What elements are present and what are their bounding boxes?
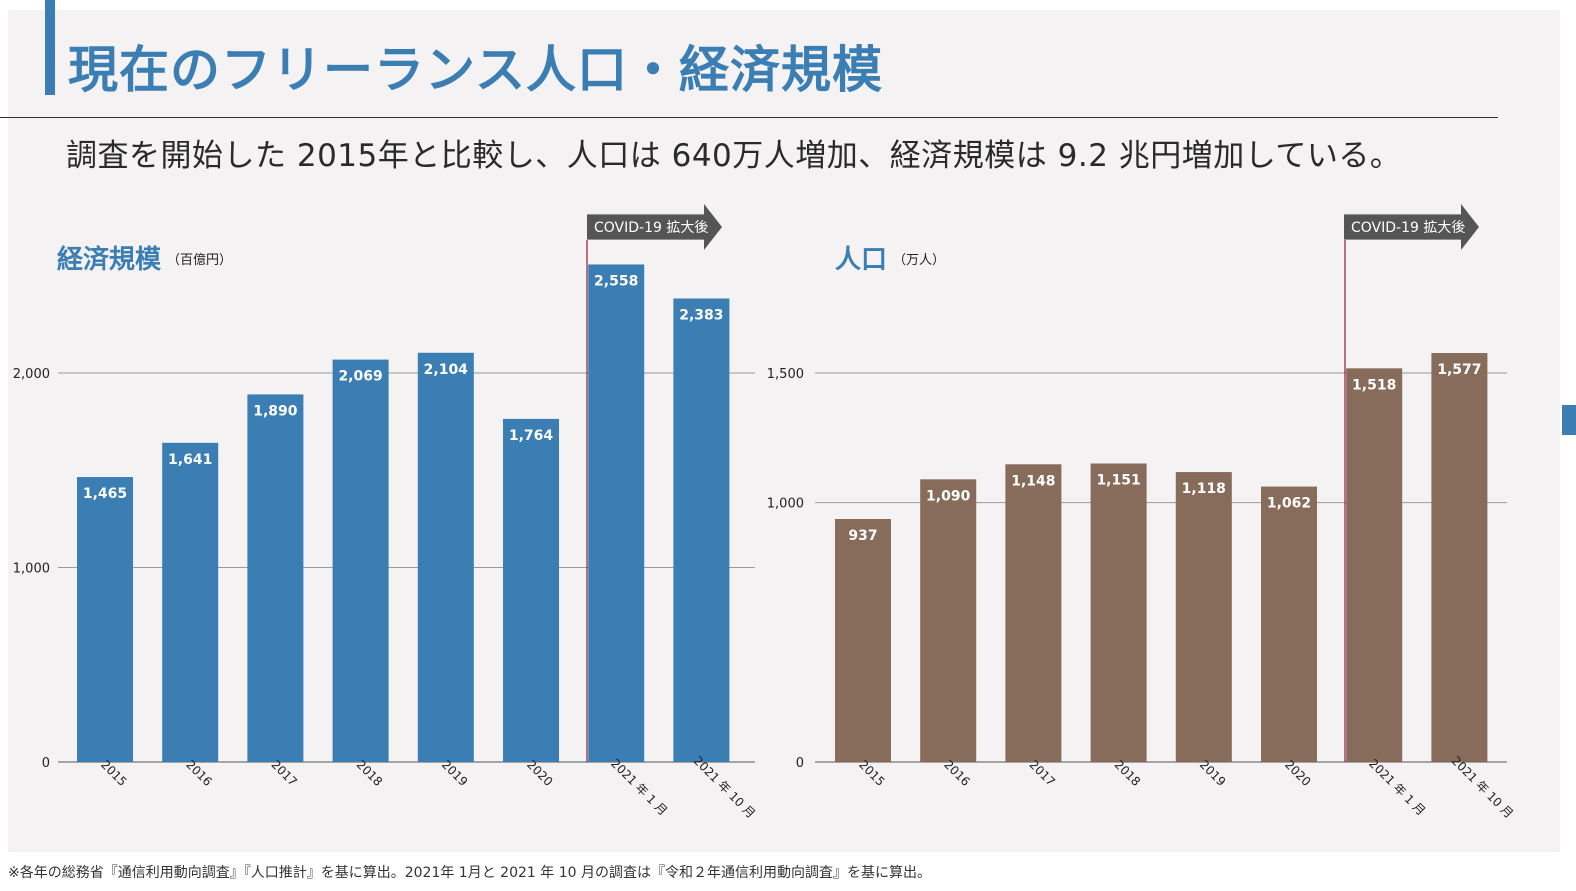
data-label-economy-0: 1,465	[83, 486, 127, 502]
bar-economy-5	[503, 418, 559, 762]
bar-population-4	[1175, 472, 1232, 762]
data-label-population-7: 1,577	[1437, 362, 1481, 378]
page-title: 現在のフリーランス人口・経済規模	[68, 41, 883, 99]
covid-arrow-economy	[587, 204, 722, 250]
data-label-population-4: 1,118	[1182, 481, 1226, 497]
bar-economy-3	[332, 359, 389, 762]
title-accent-bar	[45, 0, 55, 95]
data-label-economy-3: 2,069	[338, 369, 382, 385]
bar-economy-6	[588, 264, 645, 762]
population-chart: 人口 （万人）01,0001,50093720151,09020161,14820…	[767, 204, 1516, 821]
covid-annotation-population: COVID-19 拡大後	[1351, 220, 1465, 236]
chart-unit-population: （万人）	[893, 253, 945, 268]
side-tab-marker	[1562, 405, 1576, 435]
bar-economy-7	[673, 298, 730, 762]
chart-title-population: 人口	[835, 245, 887, 275]
data-label-population-0: 937	[848, 528, 877, 544]
y-tick-label-economy-1: 1,000	[13, 562, 50, 577]
chart-title-economy: 経済規模	[57, 244, 162, 275]
data-label-economy-5: 1,764	[509, 428, 554, 444]
bar-population-0	[835, 519, 891, 762]
data-label-economy-1: 1,641	[168, 452, 212, 468]
x-tick-label-population-7: 2021 年 10 月	[1449, 754, 1516, 821]
data-label-population-5: 1,062	[1267, 496, 1311, 512]
economic-scale-chart: 経済規模 （百億円）01,0002,0001,46520151,64120161,…	[13, 204, 758, 821]
bar-economy-2	[247, 394, 304, 762]
covid-arrow-population	[1344, 204, 1479, 250]
bar-economy-4	[417, 352, 474, 762]
data-label-economy-6: 2,558	[594, 273, 638, 289]
data-label-population-1: 1,090	[926, 488, 971, 504]
bar-economy-1	[162, 442, 219, 762]
title-divider	[0, 117, 1498, 118]
covid-annotation-economy: COVID-19 拡大後	[594, 220, 708, 236]
bar-population-5	[1261, 486, 1317, 762]
y-tick-label-economy-0: 0	[42, 756, 50, 771]
lead-text: 調査を開始した 2015年と比較し、人口は 640万人増加、経済規模は 9.2 …	[66, 138, 1402, 174]
y-tick-label-population-2: 1,500	[767, 367, 804, 382]
data-label-population-6: 1,518	[1352, 377, 1396, 393]
data-label-population-2: 1,148	[1011, 473, 1055, 489]
bar-population-7	[1431, 353, 1488, 762]
footnote: ※各年の総務省『通信利用動向調査』『人口推計』を基に算出。2021年 1月と 2…	[8, 865, 931, 881]
data-label-economy-4: 2,104	[424, 362, 469, 378]
bar-economy-0	[77, 477, 133, 762]
bar-population-6	[1346, 368, 1403, 762]
y-tick-label-economy-2: 2,000	[13, 367, 50, 382]
x-tick-label-population-6: 2021 年 1 月	[1366, 756, 1428, 818]
bar-population-1	[920, 479, 977, 762]
data-label-population-3: 1,151	[1096, 473, 1140, 489]
data-label-economy-2: 1,890	[253, 403, 298, 419]
y-tick-label-population-1: 1,000	[767, 497, 804, 512]
y-tick-label-population-0: 0	[796, 756, 804, 771]
bar-population-2	[1005, 464, 1062, 762]
data-label-economy-7: 2,383	[679, 308, 723, 324]
chart-unit-economy: （百億円）	[167, 252, 232, 268]
bar-population-3	[1090, 463, 1147, 762]
